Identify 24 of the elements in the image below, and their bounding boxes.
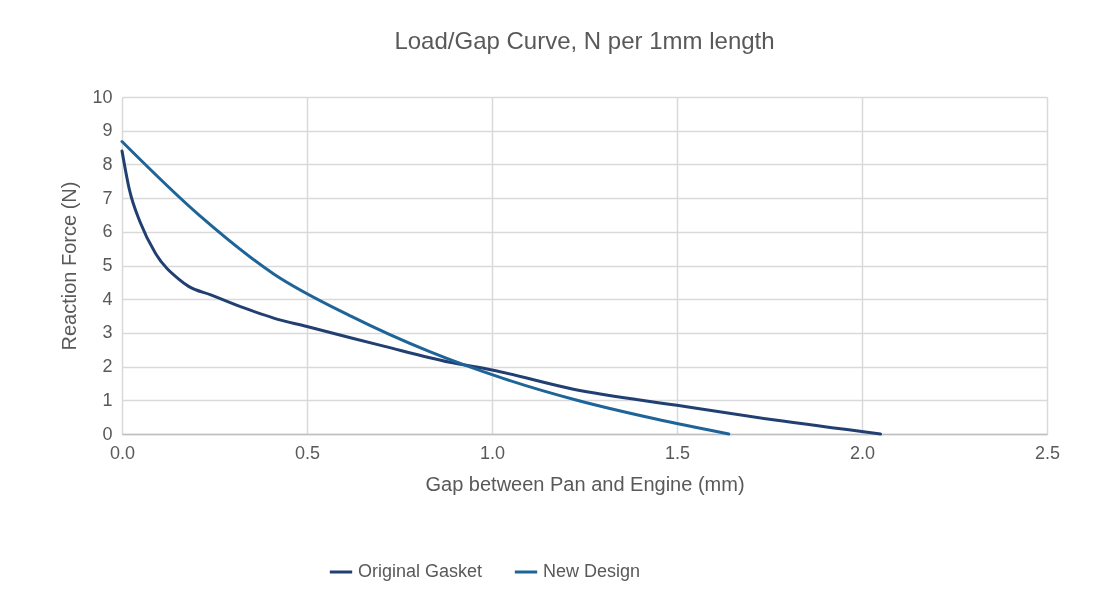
line-series (120, 139, 731, 436)
y-tick-label: 4 (102, 288, 113, 309)
legend-label: New Design (543, 561, 641, 581)
y-tick-label: 0 (102, 423, 113, 444)
x-tick-label: 0.5 (294, 442, 321, 463)
y-tick-label: 1 (102, 389, 113, 410)
chart-title: Load/Gap Curve, N per 1mm length (394, 27, 775, 54)
y-tick-label: 8 (102, 153, 113, 174)
y-tick-label: 9 (102, 120, 113, 141)
legend-label: Original Gasket (358, 561, 483, 581)
x-tick-label: 0.0 (109, 442, 136, 463)
y-tick-label: 2 (102, 356, 113, 377)
x-tick-label: 1.0 (479, 442, 506, 463)
y-tick-label: 3 (102, 322, 113, 343)
y-axis-title: Reaction Force (N) (58, 181, 81, 351)
x-tick-label: 2.5 (1034, 442, 1061, 463)
line-series (120, 149, 882, 436)
y-tick-label: 5 (102, 255, 113, 275)
y-tick-label: 6 (102, 221, 113, 242)
y-tick-label: 7 (102, 187, 113, 208)
x-axis-title: Gap between Pan and Engine (mm) (425, 472, 745, 495)
y-tick-label: 10 (92, 86, 113, 107)
x-tick-label: 2.0 (849, 442, 876, 463)
x-tick-label: 1.5 (664, 442, 691, 463)
